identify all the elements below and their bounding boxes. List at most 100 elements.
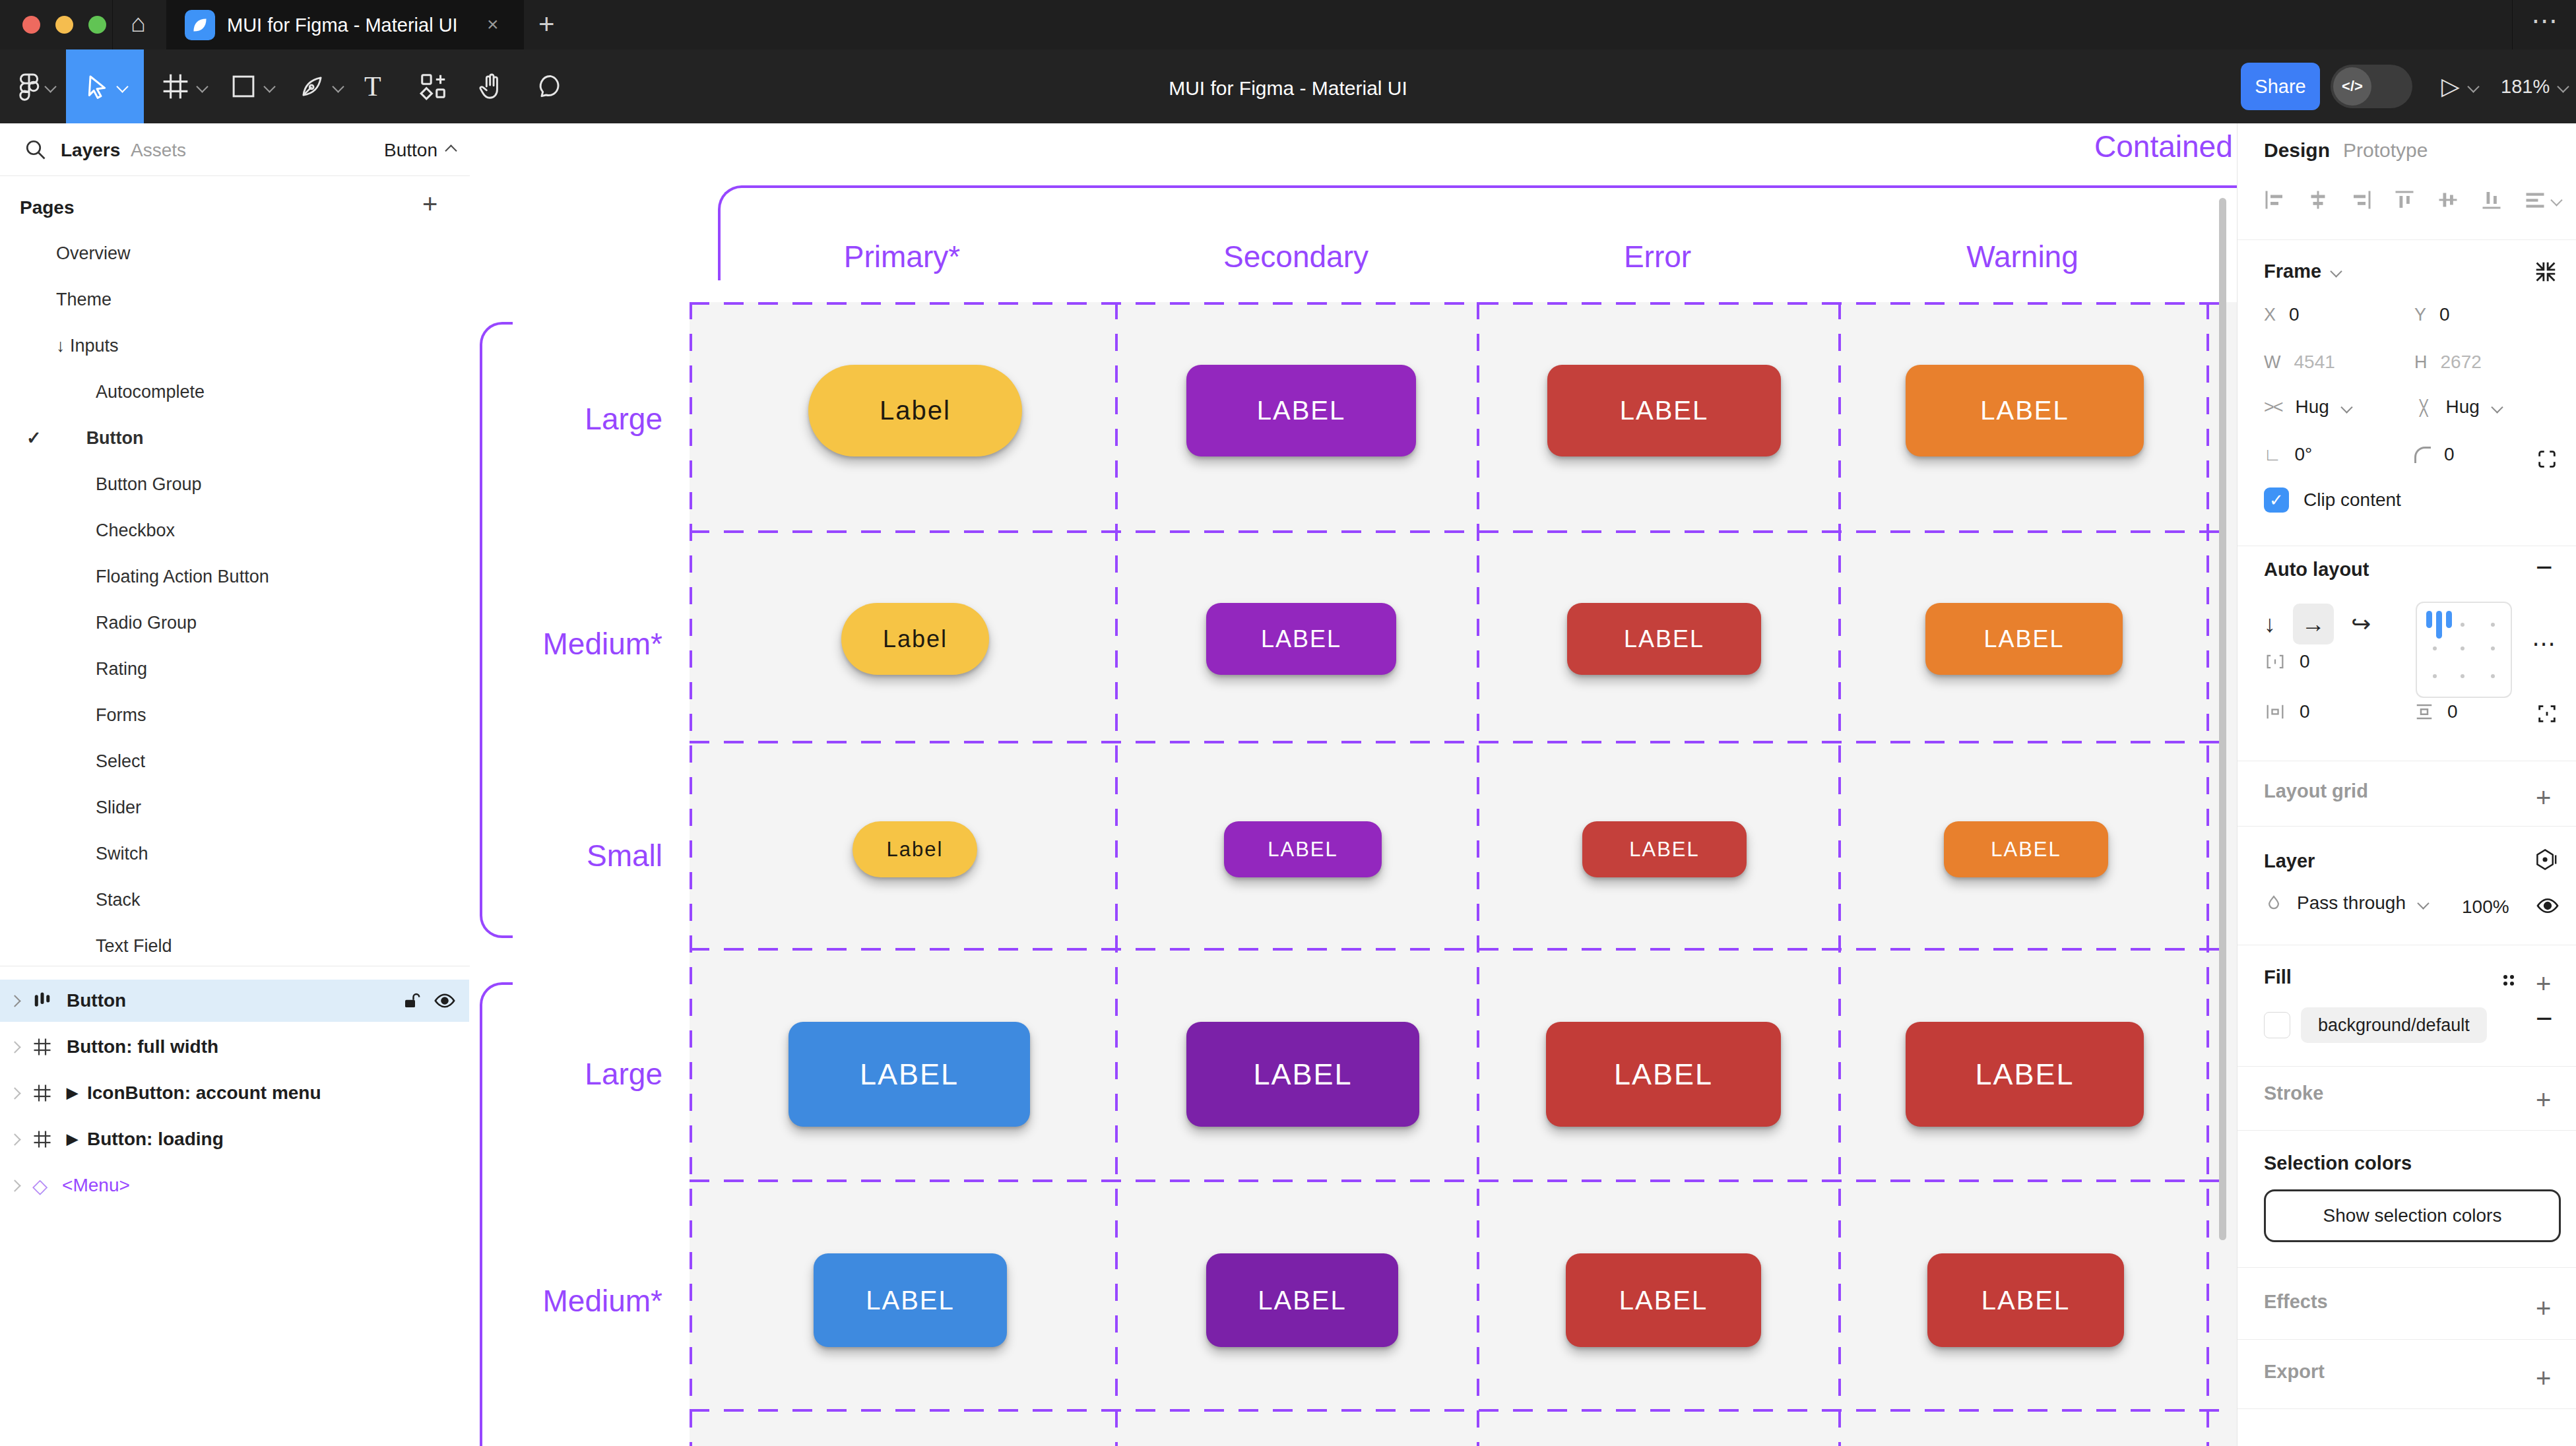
present-button[interactable]: ▷ bbox=[2441, 49, 2478, 123]
shape-tool-button[interactable] bbox=[230, 49, 274, 123]
layer-row-button[interactable]: Button bbox=[0, 980, 469, 1022]
zoom-menu[interactable]: 181% bbox=[2501, 49, 2567, 123]
horizontal-sizing-field[interactable]: >< Hug bbox=[2264, 396, 2351, 418]
page-item-forms[interactable]: Forms bbox=[96, 692, 146, 738]
blend-mode-icon[interactable] bbox=[2534, 848, 2560, 871]
page-item-checkbox[interactable]: Checkbox bbox=[96, 507, 175, 553]
document-title[interactable]: MUI for Figma - Material UI bbox=[1169, 77, 1407, 100]
page-item-theme[interactable]: Theme bbox=[56, 276, 112, 323]
page-item-radio-group[interactable]: Radio Group bbox=[96, 600, 197, 646]
window-close-light[interactable] bbox=[22, 16, 40, 34]
frame-section-header[interactable]: Frame bbox=[2264, 261, 2340, 282]
button-warning-small[interactable]: LABEL bbox=[1944, 821, 2108, 877]
fill-color-swatch[interactable] bbox=[2264, 1012, 2290, 1038]
layer-row-button-loading[interactable]: ▶ Button: loading bbox=[0, 1118, 469, 1160]
page-item-autocomplete[interactable]: Autocomplete bbox=[96, 369, 205, 415]
button-secondary-medium[interactable]: LABEL bbox=[1206, 603, 1396, 675]
canvas[interactable]: Contained Primary* Secondary Error Warni… bbox=[470, 123, 2237, 1446]
button-secondary-small[interactable]: LABEL bbox=[1224, 821, 1382, 877]
button-primary-medium-default[interactable]: LABEL bbox=[814, 1253, 1007, 1347]
wrap-layout-icon[interactable]: ↩ bbox=[2351, 610, 2371, 638]
section-title[interactable]: Contained bbox=[2094, 129, 2233, 164]
button-warning-medium[interactable]: LABEL bbox=[1925, 603, 2123, 675]
align-right-icon[interactable] bbox=[2350, 188, 2373, 212]
page-item-button-group[interactable]: Button Group bbox=[96, 461, 202, 507]
button-error-small[interactable]: LABEL bbox=[1582, 821, 1747, 877]
page-item-slider[interactable]: Slider bbox=[96, 784, 141, 831]
button-error-medium-default[interactable]: LABEL bbox=[1566, 1253, 1761, 1347]
x-position-field[interactable]: X0 bbox=[2264, 304, 2300, 325]
button-secondary-large-default[interactable]: LABEL bbox=[1186, 1022, 1419, 1127]
vertical-sizing-field[interactable]: >< Hug bbox=[2414, 396, 2501, 418]
collapse-icon[interactable] bbox=[2533, 259, 2558, 284]
pen-tool-button[interactable] bbox=[298, 49, 342, 123]
layer-row-button-full-width[interactable]: Button: full width bbox=[0, 1026, 469, 1068]
layer-row-iconbutton-account-menu[interactable]: ▶ IconButton: account menu bbox=[0, 1072, 469, 1114]
align-bottom-icon[interactable] bbox=[2480, 188, 2503, 212]
rotation-field[interactable]: ∟0° bbox=[2264, 444, 2312, 465]
height-field[interactable]: H2672 bbox=[2414, 352, 2482, 373]
fill-row[interactable]: background/default bbox=[2264, 1007, 2487, 1043]
y-position-field[interactable]: Y0 bbox=[2414, 304, 2450, 325]
page-item-button[interactable]: ✓Button bbox=[26, 415, 144, 461]
share-button[interactable]: Share bbox=[2241, 63, 2320, 110]
button-warning-large-default[interactable]: LABEL bbox=[1906, 1022, 2144, 1127]
page-selector[interactable]: Button bbox=[356, 140, 455, 161]
layer-row-menu-instance[interactable]: ◇ <Menu> bbox=[0, 1164, 469, 1207]
align-vertical-center-icon[interactable] bbox=[2436, 188, 2460, 212]
checkbox-checked-icon[interactable]: ✓ bbox=[2264, 487, 2289, 513]
button-error-large-default[interactable]: LABEL bbox=[1546, 1022, 1781, 1127]
button-primary-medium[interactable]: Label bbox=[841, 603, 989, 675]
button-primary-large[interactable]: Label bbox=[808, 365, 1022, 456]
page-item-inputs[interactable]: ↓ Inputs bbox=[56, 323, 119, 369]
show-selection-colors-button[interactable]: Show selection colors bbox=[2264, 1189, 2561, 1242]
button-secondary-large[interactable]: LABEL bbox=[1186, 365, 1416, 456]
add-page-button[interactable]: + bbox=[422, 189, 437, 219]
horizontal-padding-field[interactable]: 0 bbox=[2264, 701, 2310, 722]
styles-icon[interactable] bbox=[2499, 970, 2519, 990]
blend-mode-row[interactable]: Pass through bbox=[2264, 893, 2428, 914]
resources-tool-button[interactable] bbox=[418, 49, 449, 123]
expand-chevron-icon[interactable] bbox=[9, 1133, 20, 1145]
expand-chevron-icon[interactable] bbox=[9, 995, 20, 1007]
tab-layers[interactable]: Layers bbox=[61, 140, 120, 161]
page-item-fab[interactable]: Floating Action Button bbox=[96, 553, 269, 600]
button-secondary-medium-default[interactable]: LABEL bbox=[1206, 1253, 1398, 1347]
unlock-icon[interactable] bbox=[402, 991, 422, 1011]
page-item-switch[interactable]: Switch bbox=[96, 831, 148, 877]
comment-tool-button[interactable] bbox=[536, 49, 565, 123]
alignment-grid[interactable] bbox=[2416, 602, 2512, 698]
clip-content-row[interactable]: ✓ Clip content bbox=[2264, 487, 2401, 513]
file-tab[interactable]: MUI for Figma - Material UI × bbox=[166, 0, 524, 49]
expand-chevron-icon[interactable] bbox=[9, 1041, 20, 1053]
layer-opacity-value[interactable]: 100% bbox=[2462, 896, 2509, 918]
tab-design[interactable]: Design bbox=[2264, 139, 2330, 162]
eye-icon[interactable] bbox=[434, 990, 456, 1012]
remove-auto-layout-button[interactable]: − bbox=[2536, 551, 2553, 584]
align-top-icon[interactable] bbox=[2393, 188, 2416, 212]
window-minimize-light[interactable] bbox=[55, 16, 73, 34]
frame-tool-button[interactable] bbox=[161, 49, 207, 123]
horizontal-layout-icon-selected[interactable]: → bbox=[2293, 604, 2334, 644]
page-item-text-field[interactable]: Text Field bbox=[96, 923, 172, 969]
search-icon[interactable] bbox=[24, 138, 48, 162]
page-item-select[interactable]: Select bbox=[96, 738, 145, 784]
hand-tool-button[interactable] bbox=[476, 49, 507, 123]
eye-icon[interactable] bbox=[2536, 894, 2560, 918]
window-zoom-light[interactable] bbox=[88, 16, 106, 34]
align-horizontal-center-icon[interactable] bbox=[2306, 188, 2330, 212]
button-primary-large-default[interactable]: LABEL bbox=[789, 1022, 1030, 1127]
auto-layout-more-icon[interactable]: ⋯ bbox=[2532, 630, 2557, 658]
independent-corners-icon[interactable] bbox=[2536, 448, 2558, 470]
corner-radius-field[interactable]: 0 bbox=[2414, 444, 2455, 465]
button-warning-medium-default[interactable]: LABEL bbox=[1927, 1253, 2124, 1347]
fill-style-chip[interactable]: background/default bbox=[2301, 1007, 2487, 1043]
page-item-stack[interactable]: Stack bbox=[96, 877, 141, 923]
button-warning-large[interactable]: LABEL bbox=[1906, 365, 2144, 456]
move-tool-button[interactable] bbox=[66, 49, 144, 123]
dev-mode-toggle[interactable]: </> bbox=[2331, 65, 2412, 108]
vertical-padding-field[interactable]: 0 bbox=[2414, 701, 2458, 722]
distribute-menu[interactable] bbox=[2523, 188, 2561, 212]
expand-chevron-icon[interactable] bbox=[9, 1087, 20, 1099]
text-tool-button[interactable]: T bbox=[364, 49, 381, 123]
